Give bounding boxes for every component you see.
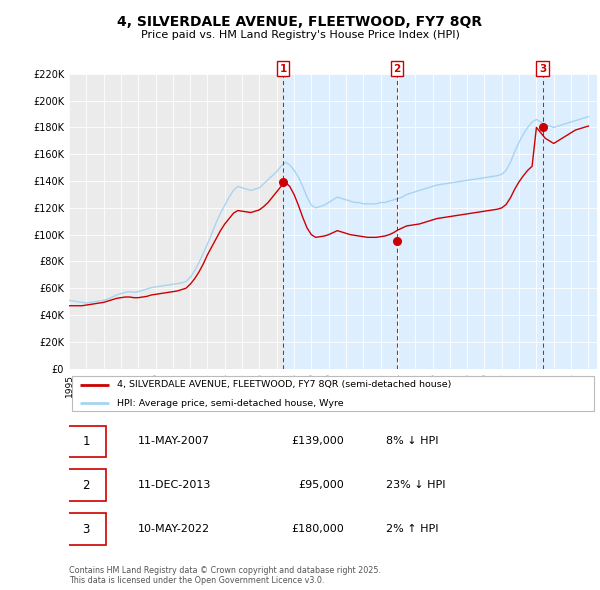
- Text: 2: 2: [82, 478, 90, 492]
- Text: 11-MAY-2007: 11-MAY-2007: [137, 437, 209, 447]
- Text: £95,000: £95,000: [298, 480, 344, 490]
- Text: Price paid vs. HM Land Registry's House Price Index (HPI): Price paid vs. HM Land Registry's House …: [140, 30, 460, 40]
- FancyBboxPatch shape: [71, 376, 595, 411]
- Text: 4, SILVERDALE AVENUE, FLEETWOOD, FY7 8QR: 4, SILVERDALE AVENUE, FLEETWOOD, FY7 8QR: [118, 15, 482, 29]
- FancyBboxPatch shape: [67, 470, 106, 501]
- Text: 1: 1: [280, 64, 287, 74]
- Text: 2: 2: [393, 64, 401, 74]
- Text: 11-DEC-2013: 11-DEC-2013: [137, 480, 211, 490]
- Text: 10-MAY-2022: 10-MAY-2022: [137, 524, 210, 534]
- Text: 8% ↓ HPI: 8% ↓ HPI: [386, 437, 438, 447]
- Text: Contains HM Land Registry data © Crown copyright and database right 2025.
This d: Contains HM Land Registry data © Crown c…: [69, 566, 381, 585]
- Text: 2% ↑ HPI: 2% ↑ HPI: [386, 524, 438, 534]
- Text: 1: 1: [82, 435, 90, 448]
- Text: 23% ↓ HPI: 23% ↓ HPI: [386, 480, 445, 490]
- Text: 3: 3: [82, 523, 90, 536]
- FancyBboxPatch shape: [67, 513, 106, 545]
- Bar: [397, 74, 542, 369]
- Text: 4, SILVERDALE AVENUE, FLEETWOOD, FY7 8QR (semi-detached house): 4, SILVERDALE AVENUE, FLEETWOOD, FY7 8QR…: [116, 380, 451, 389]
- Bar: [283, 74, 397, 369]
- Text: £139,000: £139,000: [291, 437, 344, 447]
- Text: 3: 3: [539, 64, 546, 74]
- FancyBboxPatch shape: [67, 425, 106, 457]
- Text: HPI: Average price, semi-detached house, Wyre: HPI: Average price, semi-detached house,…: [116, 398, 343, 408]
- Bar: [542, 74, 597, 369]
- Text: £180,000: £180,000: [291, 524, 344, 534]
